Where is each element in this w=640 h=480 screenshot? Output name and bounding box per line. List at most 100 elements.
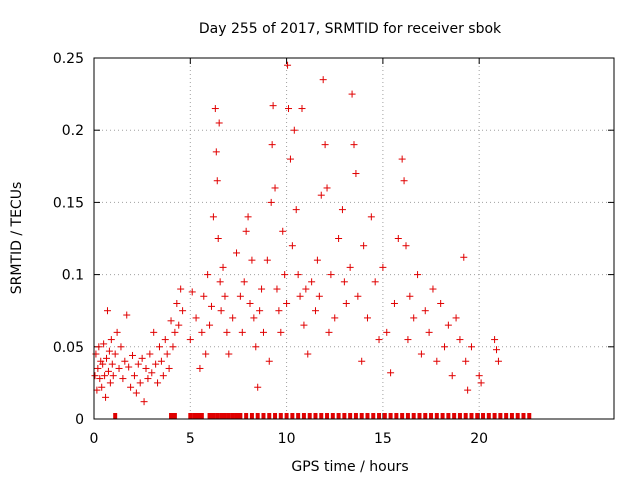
data-point xyxy=(115,364,123,372)
data-point xyxy=(352,170,360,178)
data-point xyxy=(462,357,470,365)
data-point xyxy=(106,379,114,387)
data-point xyxy=(196,364,204,372)
data-point xyxy=(315,292,323,300)
data-point xyxy=(216,278,224,286)
data-point xyxy=(186,336,194,344)
data-point xyxy=(417,350,425,358)
data-point xyxy=(105,347,113,355)
data-point xyxy=(331,314,339,322)
data-point xyxy=(300,321,308,329)
data-point xyxy=(491,336,499,344)
data-point xyxy=(144,375,152,383)
data-point xyxy=(95,343,103,351)
x-axis-ticks: 0 5 10 15 20 xyxy=(90,58,488,447)
data-point xyxy=(327,271,335,279)
data-point xyxy=(117,343,125,351)
data-point xyxy=(400,177,408,185)
data-point xyxy=(159,372,167,380)
data-point xyxy=(383,328,391,336)
data-point xyxy=(142,364,150,372)
data-point xyxy=(146,350,154,358)
data-point xyxy=(358,357,366,365)
data-point xyxy=(238,328,246,336)
data-point xyxy=(452,314,460,322)
data-point xyxy=(477,379,485,387)
data-point xyxy=(109,372,117,380)
data-point xyxy=(175,321,183,329)
data-point xyxy=(225,350,233,358)
data-point xyxy=(132,389,140,397)
data-point xyxy=(169,343,177,351)
data-point xyxy=(206,321,214,329)
y-tick-label: 0.2 xyxy=(62,123,84,139)
data-point xyxy=(285,105,293,113)
data-point xyxy=(214,235,222,242)
data-point xyxy=(269,102,277,110)
data-point xyxy=(279,227,287,235)
data-point xyxy=(244,213,252,221)
data-point xyxy=(173,299,181,307)
data-point xyxy=(414,271,422,279)
data-point xyxy=(410,314,418,322)
data-point xyxy=(229,314,237,322)
data-point xyxy=(198,328,206,336)
data-point xyxy=(209,213,217,221)
data-point xyxy=(402,242,410,250)
data-point xyxy=(494,357,502,365)
data-point xyxy=(165,364,173,372)
data-point xyxy=(258,285,266,293)
data-point xyxy=(363,314,371,322)
data-point xyxy=(354,292,362,300)
data-point xyxy=(91,372,99,380)
data-point xyxy=(256,307,264,315)
data-point xyxy=(371,278,379,286)
data-point xyxy=(242,227,250,235)
data-point xyxy=(286,155,294,163)
data-point xyxy=(250,314,258,322)
data-point xyxy=(111,350,119,358)
data-point xyxy=(275,307,283,315)
data-point xyxy=(154,379,162,387)
y-tick-label: 0.1 xyxy=(62,268,84,284)
data-point xyxy=(123,311,131,319)
data-point xyxy=(298,105,306,113)
data-point xyxy=(265,357,273,365)
data-point xyxy=(283,299,291,307)
data-point xyxy=(292,206,300,214)
x-tick-label: 15 xyxy=(374,431,392,447)
y-axis-label: SRMTID / TECUs xyxy=(9,182,25,295)
data-point xyxy=(493,346,501,354)
chart-title: Day 255 of 2017, SRMTID for receiver sbo… xyxy=(199,21,502,37)
data-point xyxy=(321,141,329,149)
data-point xyxy=(294,271,302,279)
y-tick-label: 0.25 xyxy=(53,51,84,67)
grid-lines xyxy=(94,58,614,419)
data-point xyxy=(475,372,483,380)
data-point xyxy=(107,336,115,344)
data-point xyxy=(304,350,312,358)
data-point xyxy=(140,398,148,406)
data-point xyxy=(221,292,229,300)
data-point xyxy=(161,336,169,344)
data-point xyxy=(311,307,319,315)
data-point xyxy=(155,343,163,351)
data-point xyxy=(233,249,241,257)
data-point xyxy=(103,307,111,315)
data-point xyxy=(342,299,350,307)
data-point xyxy=(281,271,289,279)
data-point xyxy=(96,375,104,383)
data-point xyxy=(252,343,260,351)
data-point xyxy=(323,184,331,192)
data-point xyxy=(290,126,298,134)
data-point xyxy=(127,383,135,391)
data-point xyxy=(134,360,142,368)
x-tick-label: 0 xyxy=(90,431,99,447)
data-point xyxy=(448,372,456,380)
data-point xyxy=(346,263,354,271)
data-point xyxy=(202,350,210,358)
data-points xyxy=(91,61,502,406)
data-point xyxy=(92,350,100,358)
plot-frame xyxy=(93,57,615,420)
